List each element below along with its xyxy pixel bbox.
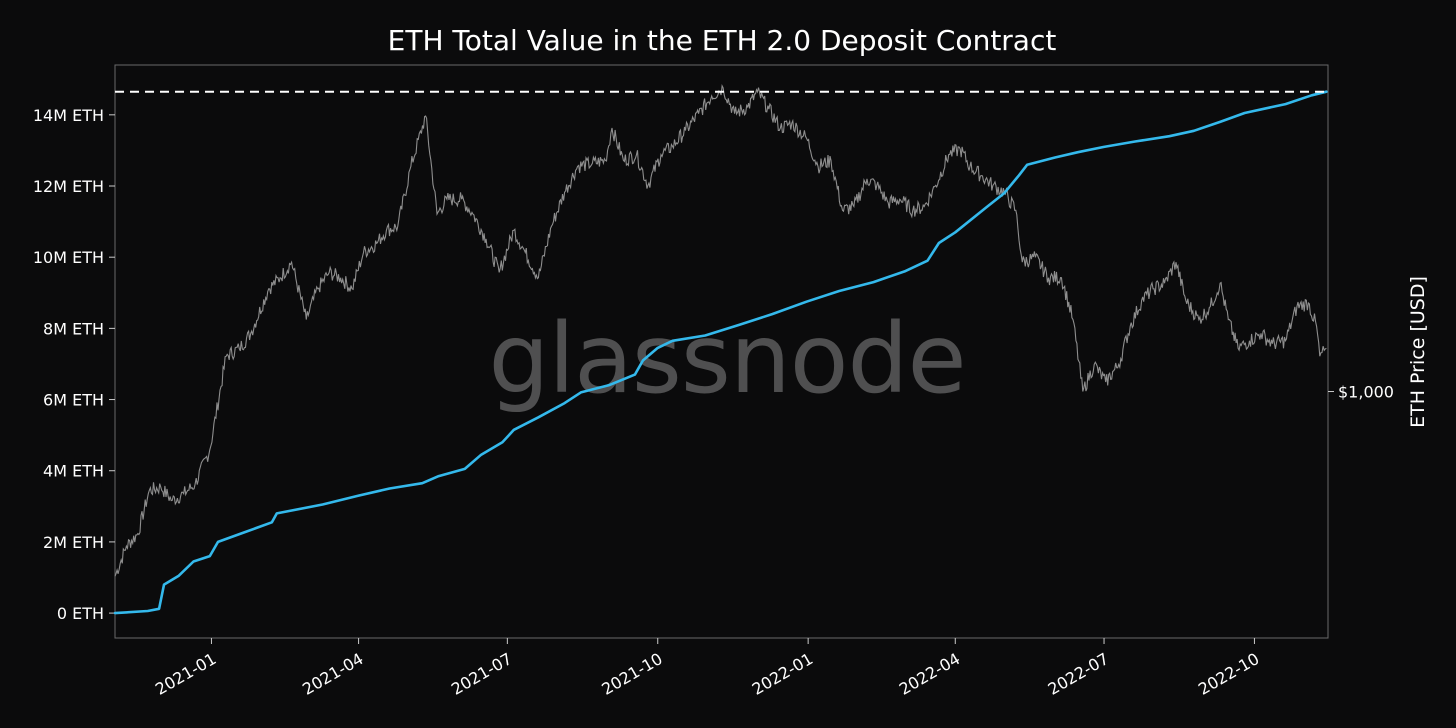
right-axis-label: ETH Price [USD] (1407, 276, 1429, 428)
left-axis-ticks: 0 ETH 2M ETH 4M ETH 6M ETH 8M ETH 10M ETH 12M … (33, 106, 115, 623)
right-axis-ticks: $1,000 (1328, 383, 1394, 402)
price-series-line (114, 84, 1327, 577)
left-tick-label: 12M ETH (33, 177, 104, 196)
left-tick-label: 8M ETH (43, 319, 104, 338)
chart-title: ETH Total Value in the ETH 2.0 Deposit C… (388, 24, 1057, 57)
left-tick-label: 10M ETH (33, 248, 104, 267)
right-tick-label: $1,000 (1338, 383, 1394, 402)
deposit-series-line (113, 90, 1328, 615)
left-tick-label: 4M ETH (43, 462, 104, 481)
watermark-logo: glassnode (488, 303, 965, 415)
plot-frame (114, 64, 1329, 639)
left-tick-label: 6M ETH (43, 391, 104, 410)
left-tick-label: 2M ETH (43, 533, 104, 552)
left-tick-label: 0 ETH (57, 604, 104, 623)
left-tick-label: 14M ETH (33, 106, 104, 125)
